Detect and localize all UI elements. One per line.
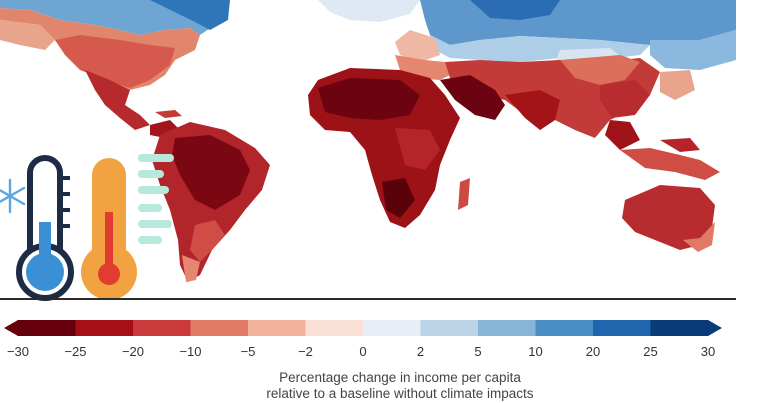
scale-swatch — [75, 320, 134, 336]
scale-tick-label: −30 — [6, 344, 30, 359]
scale-swatch — [133, 320, 191, 336]
legend-caption: Percentage change in income per capita r… — [190, 370, 610, 402]
scale-swatch — [18, 320, 76, 336]
scale-tick-label: 5 — [474, 344, 482, 359]
world-map — [0, 0, 736, 282]
australia — [622, 185, 715, 252]
scale-swatch — [650, 320, 709, 336]
caption-line-2: relative to a baseline without climate i… — [266, 386, 534, 401]
scale-swatch — [305, 320, 364, 336]
scale-tick-label: 0 — [359, 344, 367, 359]
scale-swatch — [535, 320, 594, 336]
scale-arrow-right — [708, 320, 722, 336]
scale-ticks: −30 −25 −20 −10 −5 −2 0 2 5 10 20 25 30 — [0, 344, 768, 364]
scale-tick-label: −5 — [240, 344, 256, 359]
scale-tick-label: 20 — [585, 344, 601, 359]
scale-tick-label: 30 — [700, 344, 716, 359]
scale-swatch — [420, 320, 479, 336]
scale-swatch — [478, 320, 536, 336]
scale-swatch — [190, 320, 249, 336]
cold-thermometer-icon — [16, 155, 74, 301]
climate-icons — [0, 154, 174, 301]
scale-swatch — [363, 320, 421, 336]
scale-tick-label: 25 — [643, 344, 658, 359]
hot-thermometer-icon — [81, 158, 137, 300]
map-divider — [0, 298, 736, 300]
africa — [308, 68, 470, 228]
asia — [440, 30, 736, 150]
scale-swatch — [248, 320, 306, 336]
southeast-asia — [620, 138, 720, 180]
scale-tick-label: −25 — [64, 344, 87, 359]
scale-arrow-left — [4, 320, 18, 336]
snowflake-icon — [0, 178, 26, 214]
scale-tick-label: −2 — [298, 344, 313, 359]
greenland — [318, 0, 420, 22]
color-scale-bar — [4, 320, 722, 336]
caribbean — [155, 110, 182, 118]
caption-line-1: Percentage change in income per capita — [279, 370, 521, 385]
south-america — [152, 122, 270, 282]
scale-tick-label: 2 — [416, 344, 425, 359]
north-america — [0, 0, 230, 138]
scale-tick-label: 10 — [528, 344, 543, 359]
scale-tick-label: −20 — [121, 344, 145, 359]
scale-tick-label: −10 — [179, 344, 202, 359]
heat-waves-icon — [138, 154, 174, 244]
scale-swatch — [593, 320, 651, 336]
